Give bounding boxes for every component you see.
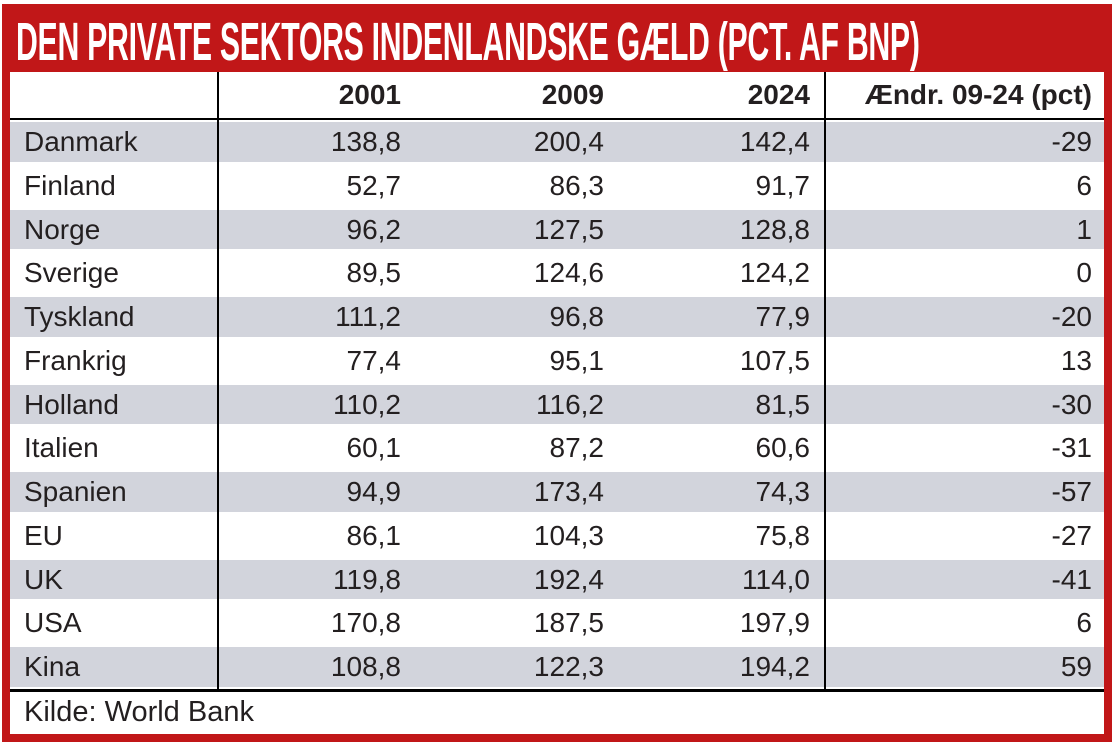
country-cell: Holland [10,382,218,427]
country-cell: Italien [24,432,99,464]
table-row: Frankrig 77,4 95,1 107,5 13 [10,338,1104,383]
value-cell-2001: 52,7 [217,163,415,208]
value-cell-2001: 138,8 [217,119,415,164]
table-row: Norge 96,2 127,5 128,8 1 [10,207,1104,252]
table-row: EU 86,1 104,3 75,8 -27 [10,513,1104,558]
value-cell-2001: 77,4 [217,338,415,383]
page-title: DEN PRIVATE SEKTORS INDENLANDSKE GÆLD (P… [16,12,920,72]
value-cell-2009: 104,3 [533,519,604,551]
value-cell-2001: 89,5 [217,251,415,296]
change-cell: -41 [824,557,1104,602]
value-cell-2024: 60,6 [755,432,811,464]
country-cell: USA [24,607,82,639]
table-row: Kina 108,8 122,3 194,2 59 [10,645,1104,689]
value-cell-2009: 192,4 [415,557,618,602]
value-cell-2009: 87,2 [549,432,605,464]
country-cell: Norge [10,207,218,252]
value-cell-2024: 194,2 [618,645,825,689]
value-cell-2001: 96,2 [217,207,415,252]
country-cell: Kina [10,645,218,689]
title-bar: DEN PRIVATE SEKTORS INDENLANDSKE GÆLD (P… [10,12,1104,72]
country-cell: UK [10,557,218,602]
source-text: Kilde: World Bank [24,695,254,728]
change-cell: -31 [824,426,1104,471]
change-cell: 1 [824,207,1104,252]
value-cell-2024: 91,7 [755,169,811,201]
change-cell: -29 [824,119,1104,164]
change-cell: -30 [824,382,1104,427]
table-body: Danmark 138,8 200,4 142,4 -29 Finland 52… [10,119,1104,689]
country-cell: EU [24,519,63,551]
value-cell-2009: 86,3 [549,169,605,201]
value-cell-2024: 75,8 [755,519,811,551]
country-cell: Danmark [10,119,218,164]
value-cell-2009: 122,3 [415,645,618,689]
value-cell-2001: 110,2 [217,382,415,427]
country-cell: Tyskland [10,295,218,339]
value-cell-2001: 119,8 [217,557,415,602]
column-header-change: Ændr. 09-24 (pct) [824,72,1104,120]
value-cell-2009: 95,1 [549,344,605,376]
table-row: Danmark 138,8 200,4 142,4 -29 [10,119,1104,164]
debt-table: 2001 2009 2024 Ændr. 09-24 (pct) Danmark… [10,72,1104,689]
table-row: Holland 110,2 116,2 81,5 -30 [10,382,1104,427]
column-header-2001: 2001 [217,72,415,120]
table-row: Sverige 89,5 124,6 124,2 0 [10,251,1104,296]
table-header: 2001 2009 2024 Ændr. 09-24 (pct) [10,72,1104,120]
value-cell-2001: 86,1 [217,513,415,558]
source-footer: Kilde: World Bank [10,688,1104,733]
change-cell: 6 [824,163,1104,208]
value-cell-2001: 170,8 [217,601,415,646]
column-header-2009: 2009 [415,72,618,120]
change-cell: 59 [824,645,1104,689]
table-row: Spanien 94,9 173,4 74,3 -57 [10,470,1104,514]
change-cell: 0 [824,251,1104,296]
table-row: Italien 60,1 87,2 60,6 -31 [10,426,1104,471]
country-cell: Frankrig [24,344,127,376]
country-cell: Finland [24,169,116,201]
change-cell: 13 [824,338,1104,383]
change-cell: -57 [824,470,1104,514]
value-cell-2024: 197,9 [739,607,810,639]
table-row: Finland 52,7 86,3 91,7 6 [10,163,1104,208]
header-row: 2001 2009 2024 Ændr. 09-24 (pct) [10,72,1104,120]
value-cell-2024: 74,3 [618,470,825,514]
value-cell-2009: 96,8 [415,295,618,339]
table-row: Tyskland 111,2 96,8 77,9 -20 [10,295,1104,339]
column-header-2024: 2024 [618,72,825,120]
table-row: USA 170,8 187,5 197,9 6 [10,601,1104,646]
value-cell-2001: 94,9 [217,470,415,514]
column-header-country [10,72,218,120]
table-frame: DEN PRIVATE SEKTORS INDENLANDSKE GÆLD (P… [2,4,1112,742]
value-cell-2001: 60,1 [217,426,415,471]
value-cell-2024: 128,8 [618,207,825,252]
value-cell-2001: 108,8 [217,645,415,689]
country-cell: Sverige [24,257,119,289]
value-cell-2001: 111,2 [217,295,415,339]
country-cell: Spanien [10,470,218,514]
change-cell: -27 [824,513,1104,558]
value-cell-2024: 142,4 [618,119,825,164]
change-cell: 6 [824,601,1104,646]
value-cell-2009: 173,4 [415,470,618,514]
value-cell-2024: 114,0 [618,557,825,602]
value-cell-2009: 116,2 [415,382,618,427]
value-cell-2024: 81,5 [618,382,825,427]
value-cell-2009: 187,5 [533,607,604,639]
value-cell-2009: 200,4 [415,119,618,164]
value-cell-2024: 77,9 [618,295,825,339]
value-cell-2009: 127,5 [415,207,618,252]
value-cell-2024: 107,5 [739,344,810,376]
table-row: UK 119,8 192,4 114,0 -41 [10,557,1104,602]
value-cell-2009: 124,6 [533,257,604,289]
change-cell: -20 [824,295,1104,339]
value-cell-2024: 124,2 [739,257,810,289]
